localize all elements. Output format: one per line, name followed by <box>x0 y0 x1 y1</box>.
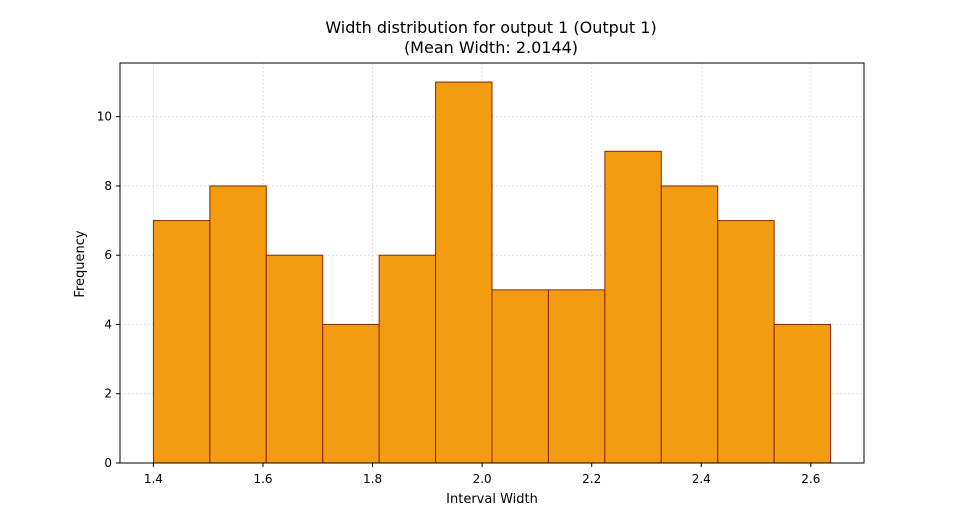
histogram-bar <box>661 186 717 463</box>
y-tick-label: 10 <box>97 110 112 124</box>
x-tick-label: 2.2 <box>582 472 601 486</box>
histogram-bar <box>153 221 209 463</box>
x-tick-label: 1.6 <box>253 472 272 486</box>
histogram-bar <box>266 255 322 463</box>
x-tick-label: 1.4 <box>144 472 163 486</box>
histogram-bar <box>210 186 266 463</box>
x-tick-label: 2.6 <box>801 472 820 486</box>
y-axis-label: Frequency <box>73 230 88 297</box>
histogram-bar <box>492 290 548 463</box>
y-tick-label: 0 <box>104 456 112 470</box>
histogram-bar <box>379 255 435 463</box>
y-axis-ticks: 0 2 4 6 8 10 <box>97 110 120 470</box>
histogram-bar <box>548 290 604 463</box>
histogram-bar <box>605 151 661 463</box>
y-tick-label: 6 <box>104 248 112 262</box>
histogram-bars <box>153 82 830 463</box>
y-tick-label: 4 <box>104 317 112 331</box>
x-axis-label: Interval Width <box>446 492 538 507</box>
chart-subtitle: (Mean Width: 2.0144) <box>404 38 578 57</box>
y-tick-label: 2 <box>104 387 112 401</box>
histogram-bar <box>774 324 830 463</box>
x-tick-label: 2.4 <box>692 472 711 486</box>
x-tick-label: 2.0 <box>473 472 492 486</box>
x-axis-ticks: 1.4 1.6 1.8 2.0 2.2 2.4 2.6 <box>144 463 821 486</box>
x-tick-label: 1.8 <box>363 472 382 486</box>
y-tick-label: 8 <box>104 179 112 193</box>
histogram-bar <box>323 324 379 463</box>
histogram-bar <box>436 82 492 463</box>
histogram-bar <box>718 221 774 463</box>
chart-title: Width distribution for output 1 (Output … <box>325 18 656 37</box>
